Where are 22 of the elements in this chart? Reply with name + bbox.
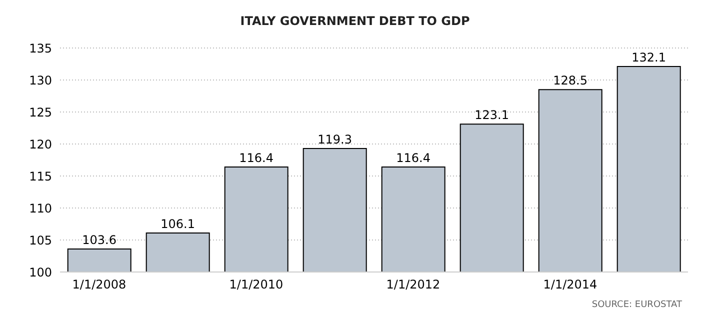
x-tick-label: 1/1/2010 [229,278,284,292]
data-label: 116.4 [239,151,274,166]
y-tick-label: 115 [29,169,52,184]
data-label: 116.4 [396,151,431,166]
x-tick-label: 1/1/2012 [386,278,440,292]
y-tick-label: 130 [29,73,52,88]
y-tick-label: 105 [29,233,52,248]
data-label: 106.1 [160,216,196,231]
data-label: 123.1 [474,108,510,122]
chart-title: ITALY GOVERNMENT DEBT TO GDP [239,14,471,28]
y-tick-label: 125 [29,105,52,120]
y-tick-label: 110 [29,201,52,216]
x-tick-label: 1/1/2008 [72,278,126,292]
data-label: 119.3 [318,132,352,146]
source-note: SOURCE: EUROSTAT [592,300,682,310]
data-label: 128.5 [553,74,588,88]
y-tick-label: 135 [29,41,52,56]
y-tick-label: 120 [29,137,52,152]
data-label: 132.1 [632,50,666,65]
data-label: 103.6 [82,232,117,247]
x-tick-label: 1/1/2014 [543,278,598,292]
y-tick-label: 100 [29,265,52,280]
